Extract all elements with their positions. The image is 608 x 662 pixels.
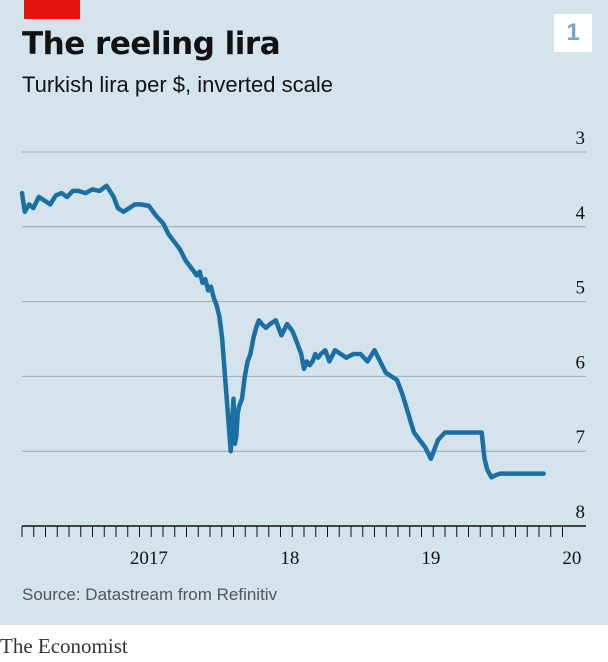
y-tick-label: 7 bbox=[576, 427, 586, 448]
x-tick-label: 19 bbox=[421, 548, 440, 569]
source-note: Source: Datastream from Refinitiv bbox=[22, 585, 278, 604]
chart-subtitle: Turkish lira per $, inverted scale bbox=[22, 72, 333, 97]
x-tick-label: 18 bbox=[280, 548, 299, 569]
x-tick-label: 2017 bbox=[130, 548, 168, 569]
chart-title: The reeling lira bbox=[22, 26, 281, 62]
y-tick-label: 8 bbox=[576, 502, 586, 523]
chart-panel bbox=[0, 0, 608, 625]
line-chart: 3 4 5 6 7 8 2017 18 19 20 bbox=[19, 128, 586, 569]
brand-red-tag bbox=[24, 0, 80, 19]
y-tick-label: 6 bbox=[576, 352, 586, 373]
y-tick-label: 4 bbox=[576, 203, 586, 224]
y-tick-label: 5 bbox=[576, 278, 586, 299]
brand-wordmark: The Economist bbox=[0, 634, 128, 658]
figure-number-badge: 1 bbox=[554, 14, 592, 52]
series-line bbox=[19, 183, 546, 480]
x-tick-label: 20 bbox=[562, 548, 581, 569]
y-tick-label: 3 bbox=[576, 128, 586, 149]
